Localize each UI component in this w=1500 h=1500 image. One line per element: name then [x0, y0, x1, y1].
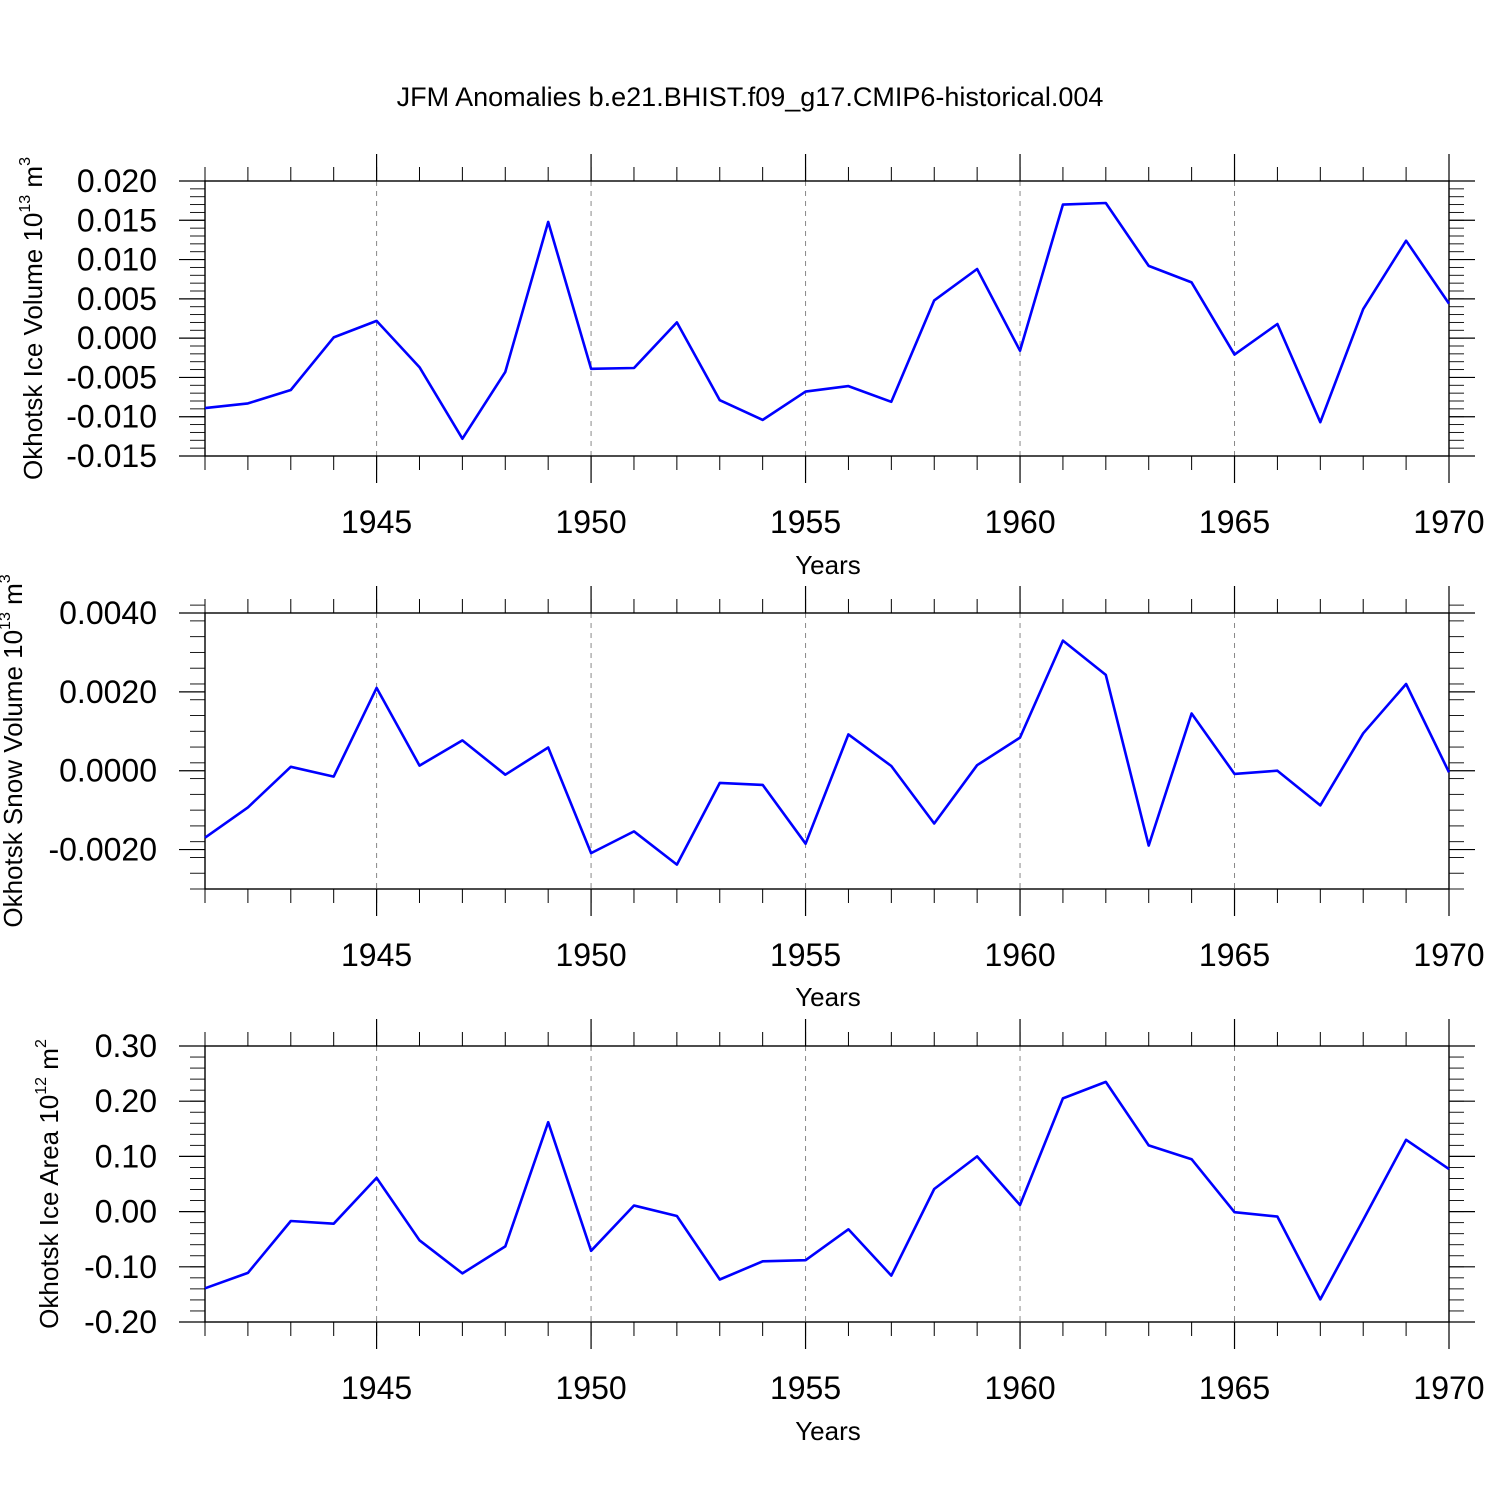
x-tick-label: 1970 [1413, 1370, 1484, 1406]
x-tick-label: 1960 [984, 1370, 1055, 1406]
plot-frame [204, 180, 1450, 457]
y-axis-label-unit: m [0, 583, 28, 612]
x-axis-label: Years [795, 982, 861, 1012]
x-tick-label: 1955 [770, 504, 841, 540]
y-axis-label: Okhotsk Ice Area 1012 m2 [33, 1039, 64, 1329]
y-axis-label-unit: m [34, 1048, 64, 1077]
x-tick-label: 1965 [1199, 1370, 1270, 1406]
series-line [204, 201, 1451, 441]
x-tick-label: 1965 [1199, 937, 1270, 973]
x-tick-label: 1950 [555, 937, 626, 973]
panel-2: 1945 1950 1955 1960 1965 1970 -0.0020 0.0000 0.0… [0, 574, 1485, 1012]
y-axis-label-exponent: 12 [33, 1077, 50, 1095]
y-axis-label-text: Okhotsk Ice Volume 10 [18, 213, 48, 480]
y-tick-label: -0.005 [66, 359, 157, 395]
x-tick-label: 1950 [555, 1370, 626, 1406]
y-axis-label-text: Okhotsk Ice Area 10 [34, 1095, 64, 1329]
y-tick-label: 0.30 [95, 1028, 157, 1064]
panel-3: 1945 1950 1955 1960 1965 1970 -0.20 -0.10 0.00 0.… [33, 1019, 1485, 1446]
y-axis-label-exponent: 13 [0, 612, 14, 630]
chart-title: JFM Anomalies b.e21.BHIST.f09_g17.CMIP6-… [397, 82, 1104, 112]
plot-frame [204, 612, 1450, 890]
x-axis-label: Years [795, 550, 861, 580]
y-tick-label: 0.005 [77, 281, 157, 317]
y-axis-label-exponent: 13 [17, 195, 34, 213]
x-tick-label: 1945 [341, 1370, 412, 1406]
y-tick-label: -0.010 [66, 399, 157, 435]
y-axis-label-unit: m [18, 166, 48, 195]
x-tick-label: 1945 [341, 937, 412, 973]
y-axis-label-unit-exponent: 3 [0, 574, 14, 583]
x-tick-label: 1955 [770, 1370, 841, 1406]
y-tick-label: 0.00 [95, 1194, 157, 1230]
y-axis-label: Okhotsk Snow Volume 1013 m3 [0, 574, 28, 927]
y-tick-label: -0.015 [66, 438, 157, 474]
panel-1: 1945 1950 1955 1960 1965 1970 -0.015-0.010 -0.0… [17, 154, 1485, 580]
y-axis-label-unit-exponent: 2 [33, 1039, 50, 1048]
x-tick-label: 1970 [1413, 937, 1484, 973]
y-tick-label: -0.20 [84, 1304, 157, 1340]
x-tick-label: 1960 [984, 504, 1055, 540]
x-tick-label: 1970 [1413, 504, 1484, 540]
x-tick-label: 1960 [984, 937, 1055, 973]
y-tick-label: 0.020 [77, 163, 157, 199]
x-tick-label: 1950 [555, 504, 626, 540]
y-tick-label: 0.0020 [59, 674, 157, 710]
x-tick-label: 1955 [770, 937, 841, 973]
x-tick-label: 1945 [341, 504, 412, 540]
y-tick-label: -0.10 [84, 1249, 157, 1285]
y-axis-label-unit-exponent: 3 [17, 157, 34, 166]
y-tick-label: -0.0020 [48, 832, 157, 868]
plot-frame [204, 1045, 1450, 1323]
y-axis-label: Okhotsk Ice Volume 1013 m3 [17, 157, 48, 480]
x-axis-label: Years [795, 1416, 861, 1446]
y-axis-label-text: Okhotsk Snow Volume 10 [0, 630, 28, 928]
y-tick-label: 0.010 [77, 242, 157, 278]
y-tick-label: 0.20 [95, 1083, 157, 1119]
y-tick-label: 0.000 [77, 320, 157, 356]
y-tick-label: 0.0000 [59, 753, 157, 789]
y-tick-label: 0.10 [95, 1138, 157, 1174]
series-line [204, 639, 1451, 866]
x-tick-label: 1965 [1199, 504, 1270, 540]
y-tick-label: 0.0040 [59, 595, 157, 631]
y-tick-label: 0.015 [77, 202, 157, 238]
series-line [204, 1080, 1450, 1301]
